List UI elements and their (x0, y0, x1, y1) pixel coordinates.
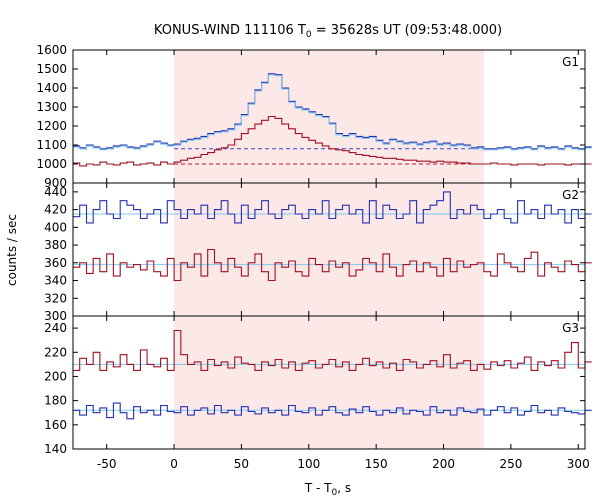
y-tick-label-G2: 420 (44, 203, 67, 217)
series-G3-0 (73, 329, 592, 371)
y-tick-label-G2: 320 (44, 291, 67, 305)
title-subscript: 0 (306, 30, 312, 40)
y-tick-label-G1: 1300 (36, 100, 67, 114)
series-G3-1 (73, 402, 592, 420)
y-tick-label-G2: 360 (44, 256, 67, 270)
x-tick-label: 0 (170, 457, 178, 471)
y-tick-label-G2: 440 (44, 185, 67, 199)
x-tick-label: 300 (567, 457, 590, 471)
plot-layer: 9001000110012001300140015001600G13003203… (36, 43, 592, 471)
y-tick-label-G2: 340 (44, 274, 67, 288)
shaded-interval (174, 50, 484, 449)
y-tick-label-G1: 1000 (36, 157, 67, 171)
y-tick-label-G1: 1400 (36, 81, 67, 95)
x-tick-label: 250 (499, 457, 522, 471)
xlabel-group: T - T0, s (304, 481, 351, 498)
y-tick-label-G3: 160 (44, 418, 67, 432)
x-tick-label: 100 (297, 457, 320, 471)
fit-overlay-G1 (73, 74, 592, 151)
y-tick-label-G1: 1500 (36, 62, 67, 76)
y-tick-label-G2: 300 (44, 309, 67, 323)
panel-label-G2: G2 (562, 188, 579, 202)
y-tick-label-G3: 220 (44, 345, 67, 359)
x-tick-label: 150 (365, 457, 388, 471)
y-tick-label-G3: 200 (44, 369, 67, 383)
x-tick-label: 50 (234, 457, 249, 471)
y-tick-label-G2: 380 (44, 238, 67, 252)
series-G2-1 (73, 248, 592, 282)
xlabel-rest: , s (337, 481, 351, 495)
y-tick-label-G3: 140 (44, 442, 67, 456)
title-rest: = 35628s UT (09:53:48.000) (312, 23, 502, 38)
y-tick-label-G1: 900 (44, 176, 67, 190)
y-tick-label-G3: 240 (44, 321, 67, 335)
x-axis-label: T - T0, s (304, 481, 351, 498)
x-tick-label: 200 (432, 457, 455, 471)
y-tick-label-G1: 1100 (36, 138, 67, 152)
y-tick-label-G1: 1600 (36, 43, 67, 57)
y-tick-label-G1: 1200 (36, 119, 67, 133)
chart-title: KONUS-WIND 111106 T0 = 35628s UT (09:53:… (154, 23, 502, 40)
title-group: KONUS-WIND 111106 T0 = 35628s UT (09:53:… (154, 23, 502, 40)
series-G1-1 (73, 115, 592, 167)
y-tick-label-G2: 400 (44, 220, 67, 234)
panel-label-G1: G1 (562, 55, 579, 69)
y-tick-label-G3: 180 (44, 394, 67, 408)
x-tick-label: -50 (97, 457, 117, 471)
y-axis-label: counts / sec (5, 214, 19, 286)
title-main: KONUS-WIND 111106 T (154, 23, 306, 38)
xlabel-main: T - T (304, 481, 332, 495)
series-G2-0 (73, 191, 592, 224)
panel-label-G3: G3 (562, 321, 579, 335)
panel-frame-G3 (72, 315, 586, 450)
xlabel-subscript: 0 (332, 488, 338, 498)
